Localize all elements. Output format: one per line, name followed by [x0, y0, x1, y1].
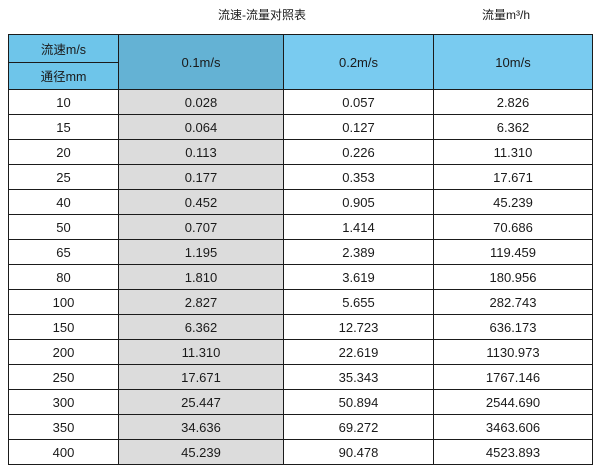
caption-strip: 流速-流量对照表 流量m³/h: [0, 0, 600, 33]
unit-label: 流量m³/h: [482, 8, 531, 22]
cell-flow-10ms: 11.310: [433, 139, 593, 165]
header-diameter-label: 通径mm: [40, 70, 87, 85]
cell-flow-0_2ms: 0.057: [283, 89, 434, 115]
cell-flow-10ms: 6.362: [433, 114, 593, 140]
cell-flow-10ms: 2544.690: [433, 389, 593, 415]
cell-flow-0_1ms: 34.636: [118, 414, 284, 440]
table-row: 10 0.028 0.057 2.826: [8, 89, 593, 115]
cell-flow-0_2ms: 1.414: [283, 214, 434, 240]
row-header-diameter: 250: [8, 364, 119, 390]
table-row: 65 1.195 2.389 119.459: [8, 239, 593, 265]
column-header-0[interactable]: 0.1m/s: [118, 34, 284, 90]
cell-flow-0_1ms: 0.452: [118, 189, 284, 215]
cell-flow-0_1ms: 6.362: [118, 314, 284, 340]
cell-flow-0_2ms: 35.343: [283, 364, 434, 390]
row-header-diameter: 15: [8, 114, 119, 140]
cell-flow-0_1ms: 25.447: [118, 389, 284, 415]
flow-rate-table: 流速m/s 通径mm 0.1m/s 0.2m/s 10m/s 10 0.028 0.…: [8, 34, 593, 465]
cell-flow-0_1ms: 0.113: [118, 139, 284, 165]
cell-flow-0_1ms: 0.177: [118, 164, 284, 190]
table-header: 流速m/s 通径mm 0.1m/s 0.2m/s 10m/s: [8, 34, 593, 90]
cell-flow-0_1ms: 1.195: [118, 239, 284, 265]
column-header-2[interactable]: 10m/s: [433, 34, 593, 90]
cell-flow-0_1ms: 0.028: [118, 89, 284, 115]
cell-flow-0_2ms: 22.619: [283, 339, 434, 365]
table-row: 40 0.452 0.905 45.239: [8, 189, 593, 215]
cell-flow-0_1ms: 0.064: [118, 114, 284, 140]
flow-rate-table-container: 流速m/s 通径mm 0.1m/s 0.2m/s 10m/s 10 0.028 0.…: [8, 34, 593, 465]
table-row: 200 11.310 22.619 1130.973: [8, 339, 593, 365]
table-row: 400 45.239 90.478 4523.893: [8, 439, 593, 465]
cell-flow-0_1ms: 11.310: [118, 339, 284, 365]
table-row: 300 25.447 50.894 2544.690: [8, 389, 593, 415]
cell-flow-0_2ms: 12.723: [283, 314, 434, 340]
header-row: 流速m/s 通径mm 0.1m/s 0.2m/s 10m/s: [8, 34, 593, 90]
row-header-diameter: 400: [8, 439, 119, 465]
cell-flow-10ms: 636.173: [433, 314, 593, 340]
cell-flow-10ms: 3463.606: [433, 414, 593, 440]
cell-flow-0_2ms: 0.353: [283, 164, 434, 190]
cell-flow-0_2ms: 0.905: [283, 189, 434, 215]
cell-flow-0_2ms: 0.226: [283, 139, 434, 165]
cell-flow-0_1ms: 45.239: [118, 439, 284, 465]
row-header-diameter: 20: [8, 139, 119, 165]
cell-flow-0_1ms: 17.671: [118, 364, 284, 390]
row-header-diameter: 150: [8, 314, 119, 340]
row-header-diameter: 80: [8, 264, 119, 290]
row-header-diameter: 200: [8, 339, 119, 365]
header-corner-cell: 流速m/s 通径mm: [8, 34, 119, 90]
table-row: 350 34.636 69.272 3463.606: [8, 414, 593, 440]
cell-flow-10ms: 282.743: [433, 289, 593, 315]
table-row: 50 0.707 1.414 70.686: [8, 214, 593, 240]
cell-flow-0_1ms: 1.810: [118, 264, 284, 290]
row-header-diameter: 50: [8, 214, 119, 240]
table-row: 250 17.671 35.343 1767.146: [8, 364, 593, 390]
header-velocity-label: 流速m/s: [9, 35, 118, 63]
cell-flow-10ms: 70.686: [433, 214, 593, 240]
row-header-diameter: 100: [8, 289, 119, 315]
cell-flow-0_2ms: 5.655: [283, 289, 434, 315]
cell-flow-0_2ms: 69.272: [283, 414, 434, 440]
cell-flow-10ms: 1130.973: [433, 339, 593, 365]
cell-flow-10ms: 1767.146: [433, 364, 593, 390]
table-row: 25 0.177 0.353 17.671: [8, 164, 593, 190]
cell-flow-10ms: 17.671: [433, 164, 593, 190]
cell-flow-0_1ms: 2.827: [118, 289, 284, 315]
cell-flow-0_1ms: 0.707: [118, 214, 284, 240]
table-row: 100 2.827 5.655 282.743: [8, 289, 593, 315]
cell-flow-10ms: 119.459: [433, 239, 593, 265]
table-row: 20 0.113 0.226 11.310: [8, 139, 593, 165]
table-row: 150 6.362 12.723 636.173: [8, 314, 593, 340]
cell-flow-10ms: 45.239: [433, 189, 593, 215]
row-header-diameter: 300: [8, 389, 119, 415]
cell-flow-10ms: 2.826: [433, 89, 593, 115]
row-header-diameter: 25: [8, 164, 119, 190]
table-row: 80 1.810 3.619 180.956: [8, 264, 593, 290]
page-title: 流速-流量对照表: [218, 8, 306, 22]
cell-flow-10ms: 4523.893: [433, 439, 593, 465]
table-row: 15 0.064 0.127 6.362: [8, 114, 593, 140]
cell-flow-0_2ms: 2.389: [283, 239, 434, 265]
row-header-diameter: 10: [8, 89, 119, 115]
cell-flow-0_2ms: 0.127: [283, 114, 434, 140]
cell-flow-0_2ms: 3.619: [283, 264, 434, 290]
row-header-diameter: 40: [8, 189, 119, 215]
row-header-diameter: 350: [8, 414, 119, 440]
cell-flow-0_2ms: 90.478: [283, 439, 434, 465]
table-body: 10 0.028 0.057 2.826 15 0.064 0.127 6.362 20 0.11…: [8, 89, 593, 465]
cell-flow-10ms: 180.956: [433, 264, 593, 290]
column-header-1[interactable]: 0.2m/s: [283, 34, 434, 90]
cell-flow-0_2ms: 50.894: [283, 389, 434, 415]
row-header-diameter: 65: [8, 239, 119, 265]
